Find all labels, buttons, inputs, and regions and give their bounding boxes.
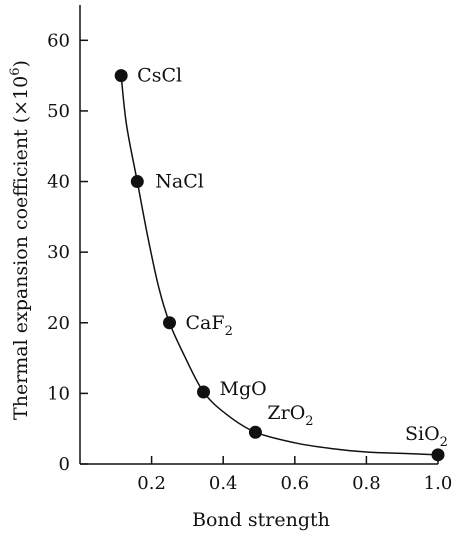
point-label-mgo: MgO [220, 378, 267, 400]
y-tick-label: 20 [47, 313, 70, 334]
x-tick-label: 0.6 [280, 473, 309, 494]
point-label-caf2: CaF2 [186, 312, 233, 339]
point-label-nacl: NaCl [155, 171, 204, 193]
data-point-mgo [197, 385, 210, 398]
x-ticks: 0.2 0.4 0.6 0.8 1.0 [137, 456, 452, 494]
x-tick-label: 0.4 [209, 473, 238, 494]
data-point-sio2 [432, 448, 445, 461]
y-tick-label: 60 [47, 30, 70, 51]
data-point-nacl [131, 175, 144, 188]
point-label-cscl: CsCl [137, 65, 182, 87]
y-axis-label: Thermal expansion coefficient (×106) [8, 60, 32, 420]
y-ticks: 0 10 20 30 40 50 60 [47, 30, 88, 475]
data-point-caf2 [163, 316, 176, 329]
data-point-cscl [115, 69, 128, 82]
x-tick-label: 0.2 [137, 473, 166, 494]
y-tick-label: 50 [47, 101, 70, 122]
y-tick-label: 40 [47, 172, 70, 193]
y-tick-label: 0 [59, 454, 70, 475]
point-label-zro2: ZrO2 [267, 402, 313, 429]
point-label-sio2: SiO2 [405, 423, 448, 450]
y-tick-label: 30 [47, 242, 70, 263]
x-tick-label: 0.8 [352, 473, 381, 494]
x-tick-label: 1.0 [424, 473, 453, 494]
x-axis-label: Bond strength [192, 509, 330, 531]
trend-curve [121, 76, 438, 455]
y-tick-label: 10 [47, 383, 70, 404]
data-point-zro2 [249, 426, 262, 439]
